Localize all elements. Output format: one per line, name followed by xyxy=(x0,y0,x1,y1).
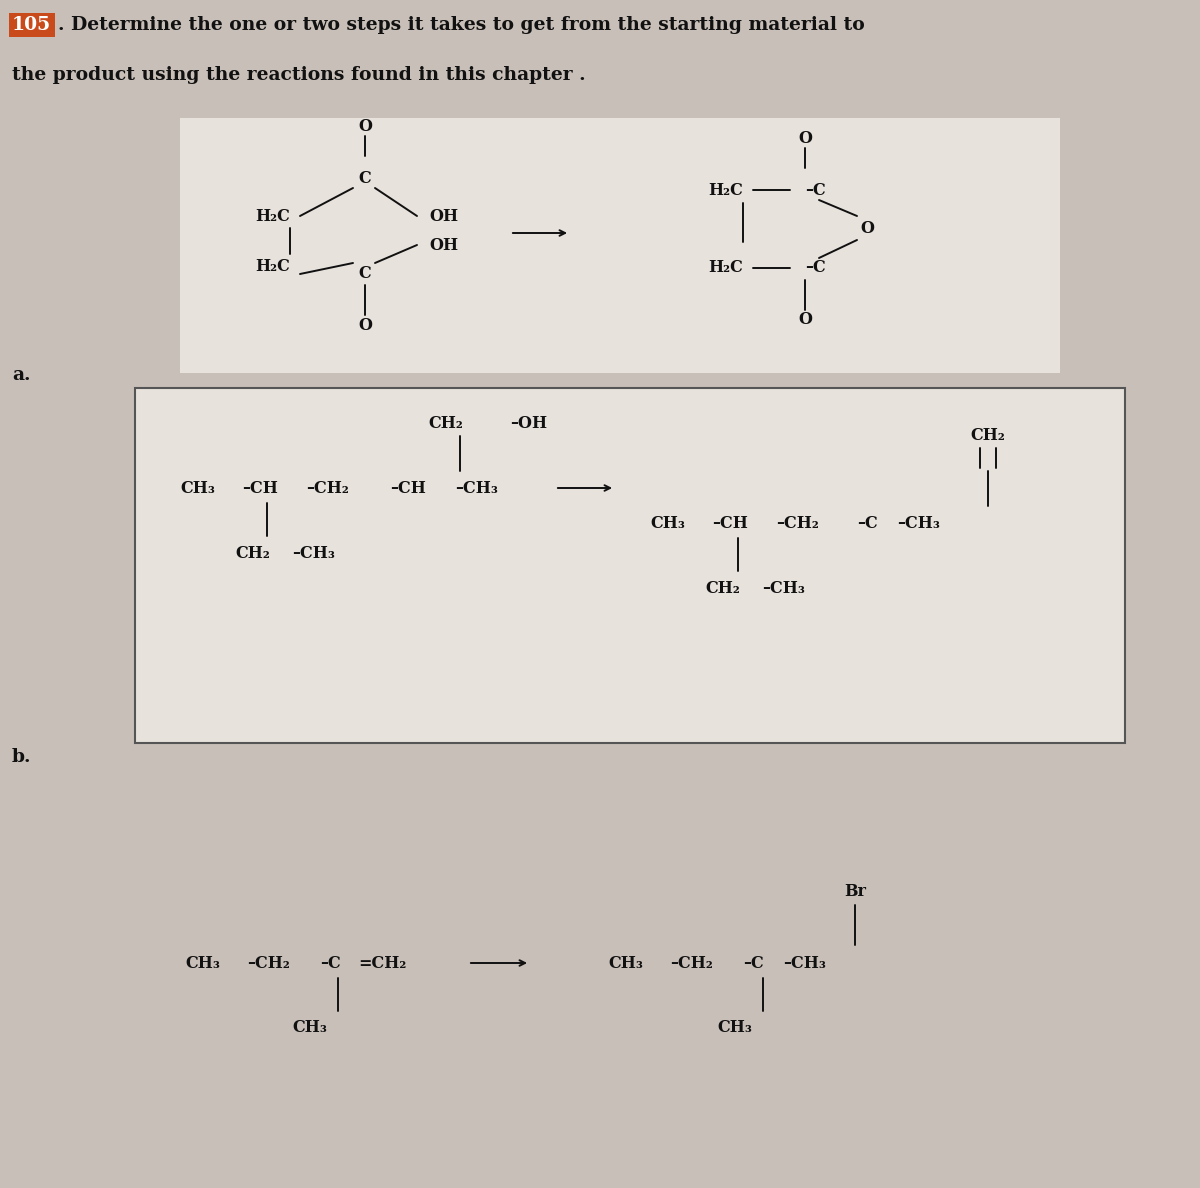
Text: CH₃: CH₃ xyxy=(650,514,685,531)
Text: –CH: –CH xyxy=(390,480,426,497)
Text: –C: –C xyxy=(857,514,877,531)
Text: –CH₃: –CH₃ xyxy=(784,954,826,972)
Text: –CH₃: –CH₃ xyxy=(292,544,335,562)
Text: OH: OH xyxy=(430,236,458,253)
Text: C: C xyxy=(359,170,371,187)
Text: CH₂: CH₂ xyxy=(428,415,463,431)
Text: –CH: –CH xyxy=(712,514,748,531)
Text: –CH₂: –CH₂ xyxy=(306,480,349,497)
Text: =CH₂: =CH₂ xyxy=(358,954,407,972)
Text: –C: –C xyxy=(805,182,826,198)
FancyBboxPatch shape xyxy=(180,118,1060,373)
Text: –CH₃: –CH₃ xyxy=(898,514,940,531)
Text: CH₃: CH₃ xyxy=(718,1019,752,1036)
Text: –CH₃: –CH₃ xyxy=(455,480,498,497)
Text: H₂C: H₂C xyxy=(708,259,743,277)
Text: . Determine the one or two steps it takes to get from the starting material to: . Determine the one or two steps it take… xyxy=(58,15,865,34)
Text: –CH₂: –CH₂ xyxy=(776,514,818,531)
Text: –C: –C xyxy=(805,259,826,277)
Text: the product using the reactions found in this chapter .: the product using the reactions found in… xyxy=(12,67,586,84)
Text: –CH₃: –CH₃ xyxy=(762,580,805,596)
Text: H₂C: H₂C xyxy=(256,208,290,225)
Text: C: C xyxy=(359,265,371,282)
Text: O: O xyxy=(358,118,372,134)
Text: H₂C: H₂C xyxy=(708,182,743,198)
Text: Br: Br xyxy=(844,883,866,899)
Text: –CH₂: –CH₂ xyxy=(670,954,713,972)
Text: CH₃: CH₃ xyxy=(185,954,220,972)
Text: CH₃: CH₃ xyxy=(180,480,215,497)
Text: CH₂: CH₂ xyxy=(971,426,1006,443)
Text: –C: –C xyxy=(320,954,341,972)
Text: CH₂: CH₂ xyxy=(235,544,270,562)
Text: O: O xyxy=(358,316,372,334)
Text: O: O xyxy=(860,220,874,236)
Text: –CH₂: –CH₂ xyxy=(247,954,290,972)
FancyBboxPatch shape xyxy=(134,388,1126,742)
Text: –C: –C xyxy=(743,954,763,972)
Text: a.: a. xyxy=(12,366,30,384)
Text: 105: 105 xyxy=(12,15,52,34)
Text: –OH: –OH xyxy=(510,415,547,431)
Text: O: O xyxy=(798,311,812,329)
Text: O: O xyxy=(798,129,812,146)
Text: OH: OH xyxy=(430,208,458,225)
Text: CH₃: CH₃ xyxy=(293,1019,328,1036)
Text: CH₂: CH₂ xyxy=(706,580,740,596)
Text: CH₃: CH₃ xyxy=(608,954,643,972)
Text: H₂C: H₂C xyxy=(256,258,290,274)
Text: –CH: –CH xyxy=(242,480,278,497)
Text: b.: b. xyxy=(12,748,31,766)
